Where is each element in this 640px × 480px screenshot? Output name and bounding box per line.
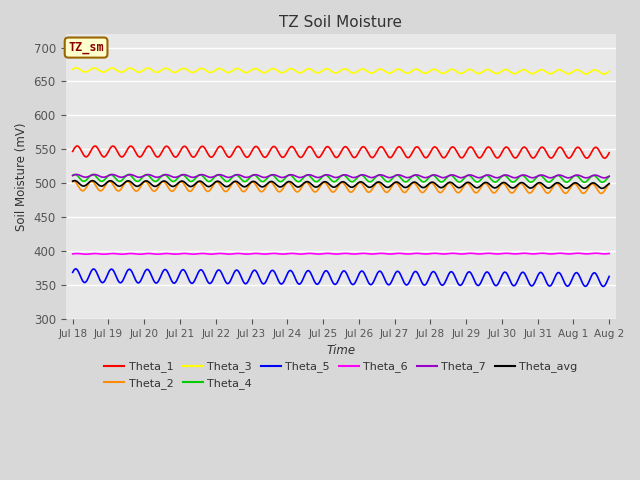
Theta_5 <box>189 280 196 286</box>
Theta_2 <box>542 189 550 195</box>
Theta_7 <box>542 173 550 179</box>
Theta_7 <box>495 175 502 180</box>
Theta_4 <box>189 178 196 184</box>
Theta_7 <box>175 173 183 179</box>
Theta_6 <box>189 251 196 257</box>
Theta_2 <box>70 179 77 184</box>
Theta_2 <box>248 180 256 185</box>
Theta_7 <box>605 173 613 179</box>
Theta_avg <box>189 183 196 189</box>
X-axis label: Time: Time <box>326 344 355 357</box>
Theta_1 <box>601 156 609 161</box>
Theta_4 <box>598 180 606 185</box>
Theta_1 <box>605 150 613 156</box>
Text: TZ_sm: TZ_sm <box>68 41 104 54</box>
Theta_5 <box>542 278 550 284</box>
Theta_4 <box>495 177 502 183</box>
Theta_3 <box>69 66 77 72</box>
Theta_1 <box>542 148 550 154</box>
Theta_6 <box>592 251 600 256</box>
Theta_2 <box>189 187 196 192</box>
Theta_5 <box>424 277 432 283</box>
Theta_3 <box>424 69 432 75</box>
Line: Theta_3: Theta_3 <box>73 68 609 74</box>
Title: TZ Soil Moisture: TZ Soil Moisture <box>280 15 403 30</box>
Y-axis label: Soil Moisture (mV): Soil Moisture (mV) <box>15 122 28 231</box>
Theta_7 <box>69 173 77 179</box>
Theta_6 <box>175 251 183 257</box>
Theta_3 <box>605 69 613 74</box>
Theta_2 <box>598 191 605 196</box>
Theta_4 <box>605 174 613 180</box>
Theta_3 <box>600 71 608 77</box>
Line: Theta_5: Theta_5 <box>73 269 609 287</box>
Line: Theta_7: Theta_7 <box>73 174 609 178</box>
Theta_7 <box>189 174 196 180</box>
Theta_avg <box>175 179 183 185</box>
Theta_avg <box>495 183 502 189</box>
Theta_2 <box>175 180 183 186</box>
Theta_5 <box>175 272 183 277</box>
Theta_2 <box>424 183 432 189</box>
Theta_avg <box>605 180 613 186</box>
Theta_avg <box>542 184 550 190</box>
Theta_1 <box>69 148 77 154</box>
Theta_7 <box>424 174 432 180</box>
Line: Theta_avg: Theta_avg <box>73 180 609 188</box>
Theta_6 <box>542 251 550 256</box>
Theta_3 <box>248 67 256 72</box>
Theta_5 <box>72 266 79 272</box>
Theta_7 <box>72 171 80 177</box>
Theta_avg <box>69 178 77 184</box>
Theta_1 <box>189 154 196 160</box>
Theta_4 <box>248 172 256 178</box>
Theta_4 <box>69 172 77 178</box>
Theta_6 <box>83 252 90 257</box>
Theta_5 <box>495 280 502 286</box>
Theta_6 <box>495 251 502 257</box>
Theta_2 <box>69 179 77 184</box>
Theta_4 <box>71 171 79 177</box>
Theta_5 <box>605 274 613 279</box>
Line: Theta_1: Theta_1 <box>73 146 609 158</box>
Theta_avg <box>248 179 256 184</box>
Theta_7 <box>600 175 608 181</box>
Legend: Theta_1, Theta_2, Theta_3, Theta_4, Theta_5, Theta_6, Theta_7, Theta_avg: Theta_1, Theta_2, Theta_3, Theta_4, Thet… <box>100 357 582 393</box>
Theta_5 <box>69 269 77 275</box>
Theta_avg <box>598 185 606 191</box>
Line: Theta_2: Theta_2 <box>73 181 609 193</box>
Theta_4 <box>542 178 550 183</box>
Theta_5 <box>248 269 256 275</box>
Theta_4 <box>175 173 183 179</box>
Theta_3 <box>495 70 502 76</box>
Theta_3 <box>189 70 196 75</box>
Theta_3 <box>542 69 550 75</box>
Theta_2 <box>495 185 502 191</box>
Theta_4 <box>424 175 432 181</box>
Line: Theta_4: Theta_4 <box>73 174 609 182</box>
Theta_1 <box>175 150 183 156</box>
Theta_1 <box>248 147 256 153</box>
Theta_avg <box>424 181 432 187</box>
Line: Theta_6: Theta_6 <box>73 253 609 254</box>
Theta_1 <box>495 155 502 160</box>
Theta_5 <box>599 284 607 289</box>
Theta_1 <box>74 143 81 149</box>
Theta_6 <box>248 251 256 257</box>
Theta_2 <box>605 181 613 187</box>
Theta_6 <box>69 251 77 257</box>
Theta_7 <box>248 172 256 178</box>
Theta_3 <box>175 67 183 73</box>
Theta_avg <box>70 178 78 183</box>
Theta_1 <box>424 153 432 159</box>
Theta_6 <box>605 251 613 256</box>
Theta_3 <box>72 65 80 71</box>
Theta_6 <box>424 251 432 257</box>
